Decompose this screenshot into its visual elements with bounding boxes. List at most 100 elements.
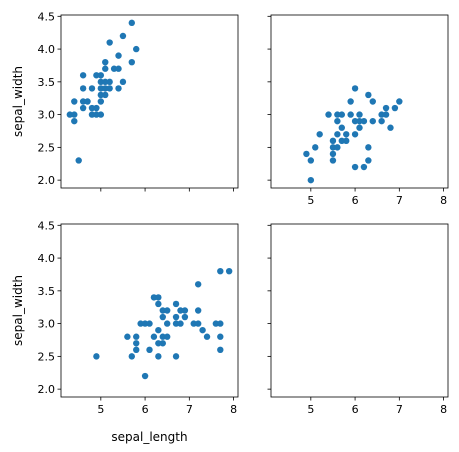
data-point	[93, 72, 100, 79]
panel-bottom-left: 5 6 7 8 2.0 2.5 3.0 3.5 4.0 4.5 sepal_width sepal_l…	[11, 219, 239, 444]
data-point	[329, 150, 337, 158]
data-point	[102, 91, 109, 99]
data-point	[155, 294, 162, 301]
data-point	[84, 98, 91, 105]
data-point	[334, 111, 341, 118]
x-tick-label: 6	[352, 194, 359, 207]
data-point	[97, 78, 105, 86]
y-tick-label: 2.5	[38, 350, 56, 363]
axes-frame	[60, 223, 239, 398]
data-point	[133, 346, 140, 354]
data-point	[396, 98, 403, 105]
data-point	[378, 111, 385, 118]
x-tick-label: 5	[307, 403, 314, 416]
data-point	[312, 144, 319, 151]
data-point	[382, 104, 390, 112]
data-point	[146, 346, 153, 354]
data-point	[159, 340, 166, 347]
data-point	[217, 267, 224, 275]
data-point	[119, 78, 127, 86]
data-point	[172, 313, 180, 321]
data-point	[115, 85, 122, 92]
data-point	[387, 124, 394, 131]
data-point	[106, 78, 113, 86]
data-point	[93, 111, 100, 118]
data-point	[79, 104, 87, 112]
data-point	[172, 353, 180, 360]
data-point	[343, 137, 350, 145]
data-point	[194, 281, 202, 288]
data-point	[102, 65, 109, 72]
data-point	[172, 300, 180, 308]
data-point	[110, 65, 118, 72]
points-bottom-left	[93, 267, 233, 380]
axes-frame	[60, 14, 239, 189]
y-tick-label: 4.0	[38, 252, 56, 265]
data-point	[329, 157, 337, 164]
data-point	[225, 267, 233, 275]
data-point	[133, 45, 140, 53]
data-point	[199, 326, 206, 334]
data-point	[194, 320, 202, 327]
data-point	[382, 111, 390, 118]
data-point	[115, 65, 122, 72]
data-point	[307, 176, 315, 184]
data-point	[177, 307, 184, 314]
data-point	[164, 320, 171, 327]
data-point	[194, 307, 202, 314]
data-point	[133, 333, 140, 340]
data-point	[360, 117, 368, 125]
points-top-left	[66, 19, 140, 164]
data-point	[102, 78, 109, 86]
data-point	[150, 333, 158, 340]
data-point	[334, 131, 341, 138]
data-point	[71, 117, 78, 125]
data-point	[79, 85, 87, 92]
data-point	[164, 333, 171, 340]
y-axis-label: sepal_width	[11, 275, 25, 346]
data-point	[97, 91, 105, 99]
x-tick-label: 8	[440, 194, 447, 207]
data-point	[124, 333, 131, 340]
data-point	[190, 320, 197, 327]
data-point	[71, 111, 78, 118]
data-point	[329, 144, 337, 151]
x-tick-label: 6	[142, 403, 149, 416]
data-point	[128, 19, 135, 27]
data-point	[88, 85, 96, 92]
panel-top-left: 2.0 2.5 3.0 3.5 4.0 4.5 sepal_width	[11, 10, 239, 192]
data-point	[88, 111, 96, 118]
y-tick-label: 3.5	[38, 76, 56, 89]
x-tick-label: 5	[307, 194, 314, 207]
data-point	[119, 32, 127, 40]
axes-frame	[270, 14, 449, 189]
data-point	[93, 353, 100, 360]
data-point	[365, 144, 372, 151]
x-tick-label: 7	[186, 403, 193, 416]
data-point	[338, 111, 345, 118]
data-point	[351, 85, 359, 92]
data-point	[106, 39, 113, 46]
data-point	[97, 111, 105, 118]
data-point	[181, 313, 189, 321]
data-point	[115, 52, 122, 59]
data-point	[217, 333, 224, 340]
data-point	[334, 117, 341, 125]
data-point	[351, 117, 359, 125]
x-axis-label: sepal_length	[111, 430, 187, 444]
data-point	[365, 157, 372, 164]
panel-bottom-right: 5 6 7 8	[267, 223, 449, 416]
y-tick-label: 2.5	[38, 141, 56, 154]
data-point	[155, 340, 162, 347]
data-point	[137, 320, 144, 327]
data-point	[351, 131, 359, 138]
data-point	[164, 307, 171, 314]
data-point	[369, 117, 376, 125]
axes-frame	[270, 223, 449, 398]
y-tick-label: 4.5	[38, 219, 56, 232]
x-tick-label: 6	[352, 403, 359, 416]
x-tick-label: 8	[230, 403, 237, 416]
y-tick-label: 2.0	[38, 174, 56, 187]
data-point	[141, 320, 149, 327]
